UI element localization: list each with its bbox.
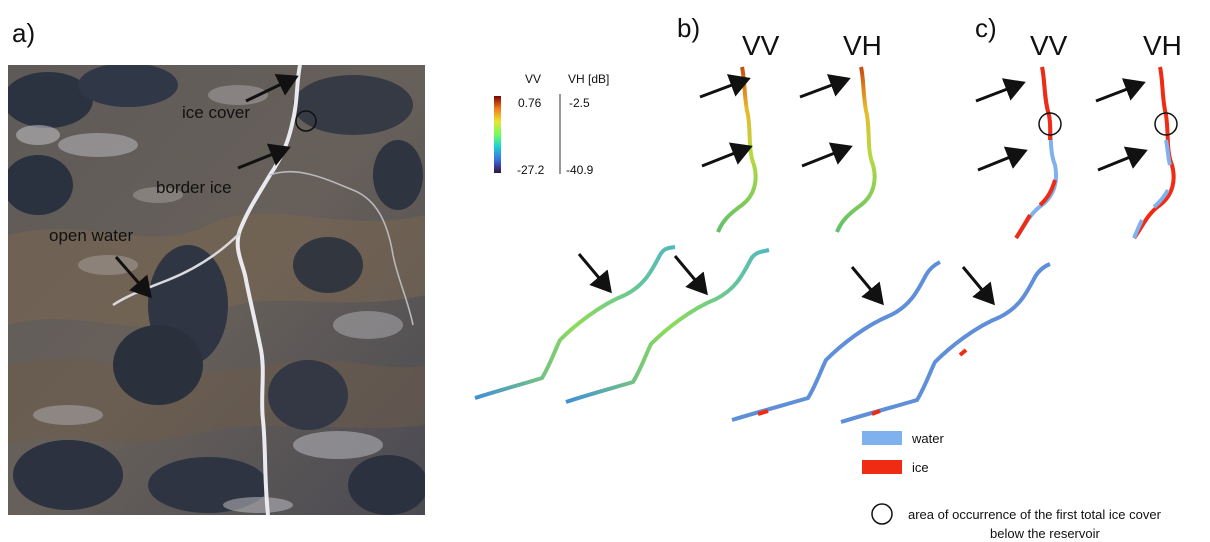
b-vh-label: VH bbox=[843, 30, 882, 61]
colorbar-vh-label: VH [dB] bbox=[568, 72, 610, 86]
c-vv-label: VV bbox=[1030, 30, 1068, 61]
annotation-ice-cover: ice cover bbox=[182, 103, 251, 122]
c-vh-lower-trace bbox=[840, 262, 1051, 424]
c-vv-lower-trace bbox=[731, 260, 941, 422]
circle-marker-c-vh bbox=[1154, 112, 1178, 136]
colorbar bbox=[494, 96, 501, 173]
panel-c-arrows bbox=[850, 78, 1178, 306]
legend-ice-label: ice bbox=[912, 460, 929, 475]
annotation-open-water: open water bbox=[49, 226, 134, 245]
panel-label-b: b) bbox=[677, 13, 701, 43]
satellite-image bbox=[8, 65, 425, 515]
legend-circle-label-line1: area of occurrence of the first total ic… bbox=[908, 507, 1161, 522]
annotation-border-ice: border ice bbox=[156, 178, 232, 197]
circle-marker-c-vv bbox=[1038, 112, 1062, 136]
panel-label-a: a) bbox=[12, 18, 36, 48]
legend-circle-label-line2: below the reservoir bbox=[990, 526, 1100, 541]
legend-circle-symbol bbox=[871, 503, 893, 525]
c-vh-upper-trace bbox=[1132, 66, 1176, 240]
legend-water-swatch bbox=[862, 431, 902, 445]
colorbar-vv-label: VV bbox=[525, 72, 542, 86]
panel-b-arrows bbox=[577, 74, 853, 296]
legend-ice-swatch bbox=[862, 460, 902, 474]
b-vh-upper-trace bbox=[835, 66, 877, 233]
colorbar-vv-min: -27.2 bbox=[517, 163, 545, 177]
colorbar-vv-max: 0.76 bbox=[518, 96, 542, 110]
b-vv-upper-trace bbox=[716, 66, 758, 233]
colorbar-vh-min: -40.9 bbox=[566, 163, 594, 177]
b-vv-label: VV bbox=[742, 30, 780, 61]
panel-label-c: c) bbox=[975, 13, 997, 43]
c-vv-upper-trace bbox=[1014, 66, 1059, 240]
legend-water-label: water bbox=[912, 431, 944, 446]
b-vv-lower-trace bbox=[474, 245, 676, 400]
colorbar-vh-max: -2.5 bbox=[569, 96, 590, 110]
c-vh-label: VH bbox=[1143, 30, 1182, 61]
b-vh-lower-trace bbox=[565, 248, 770, 404]
